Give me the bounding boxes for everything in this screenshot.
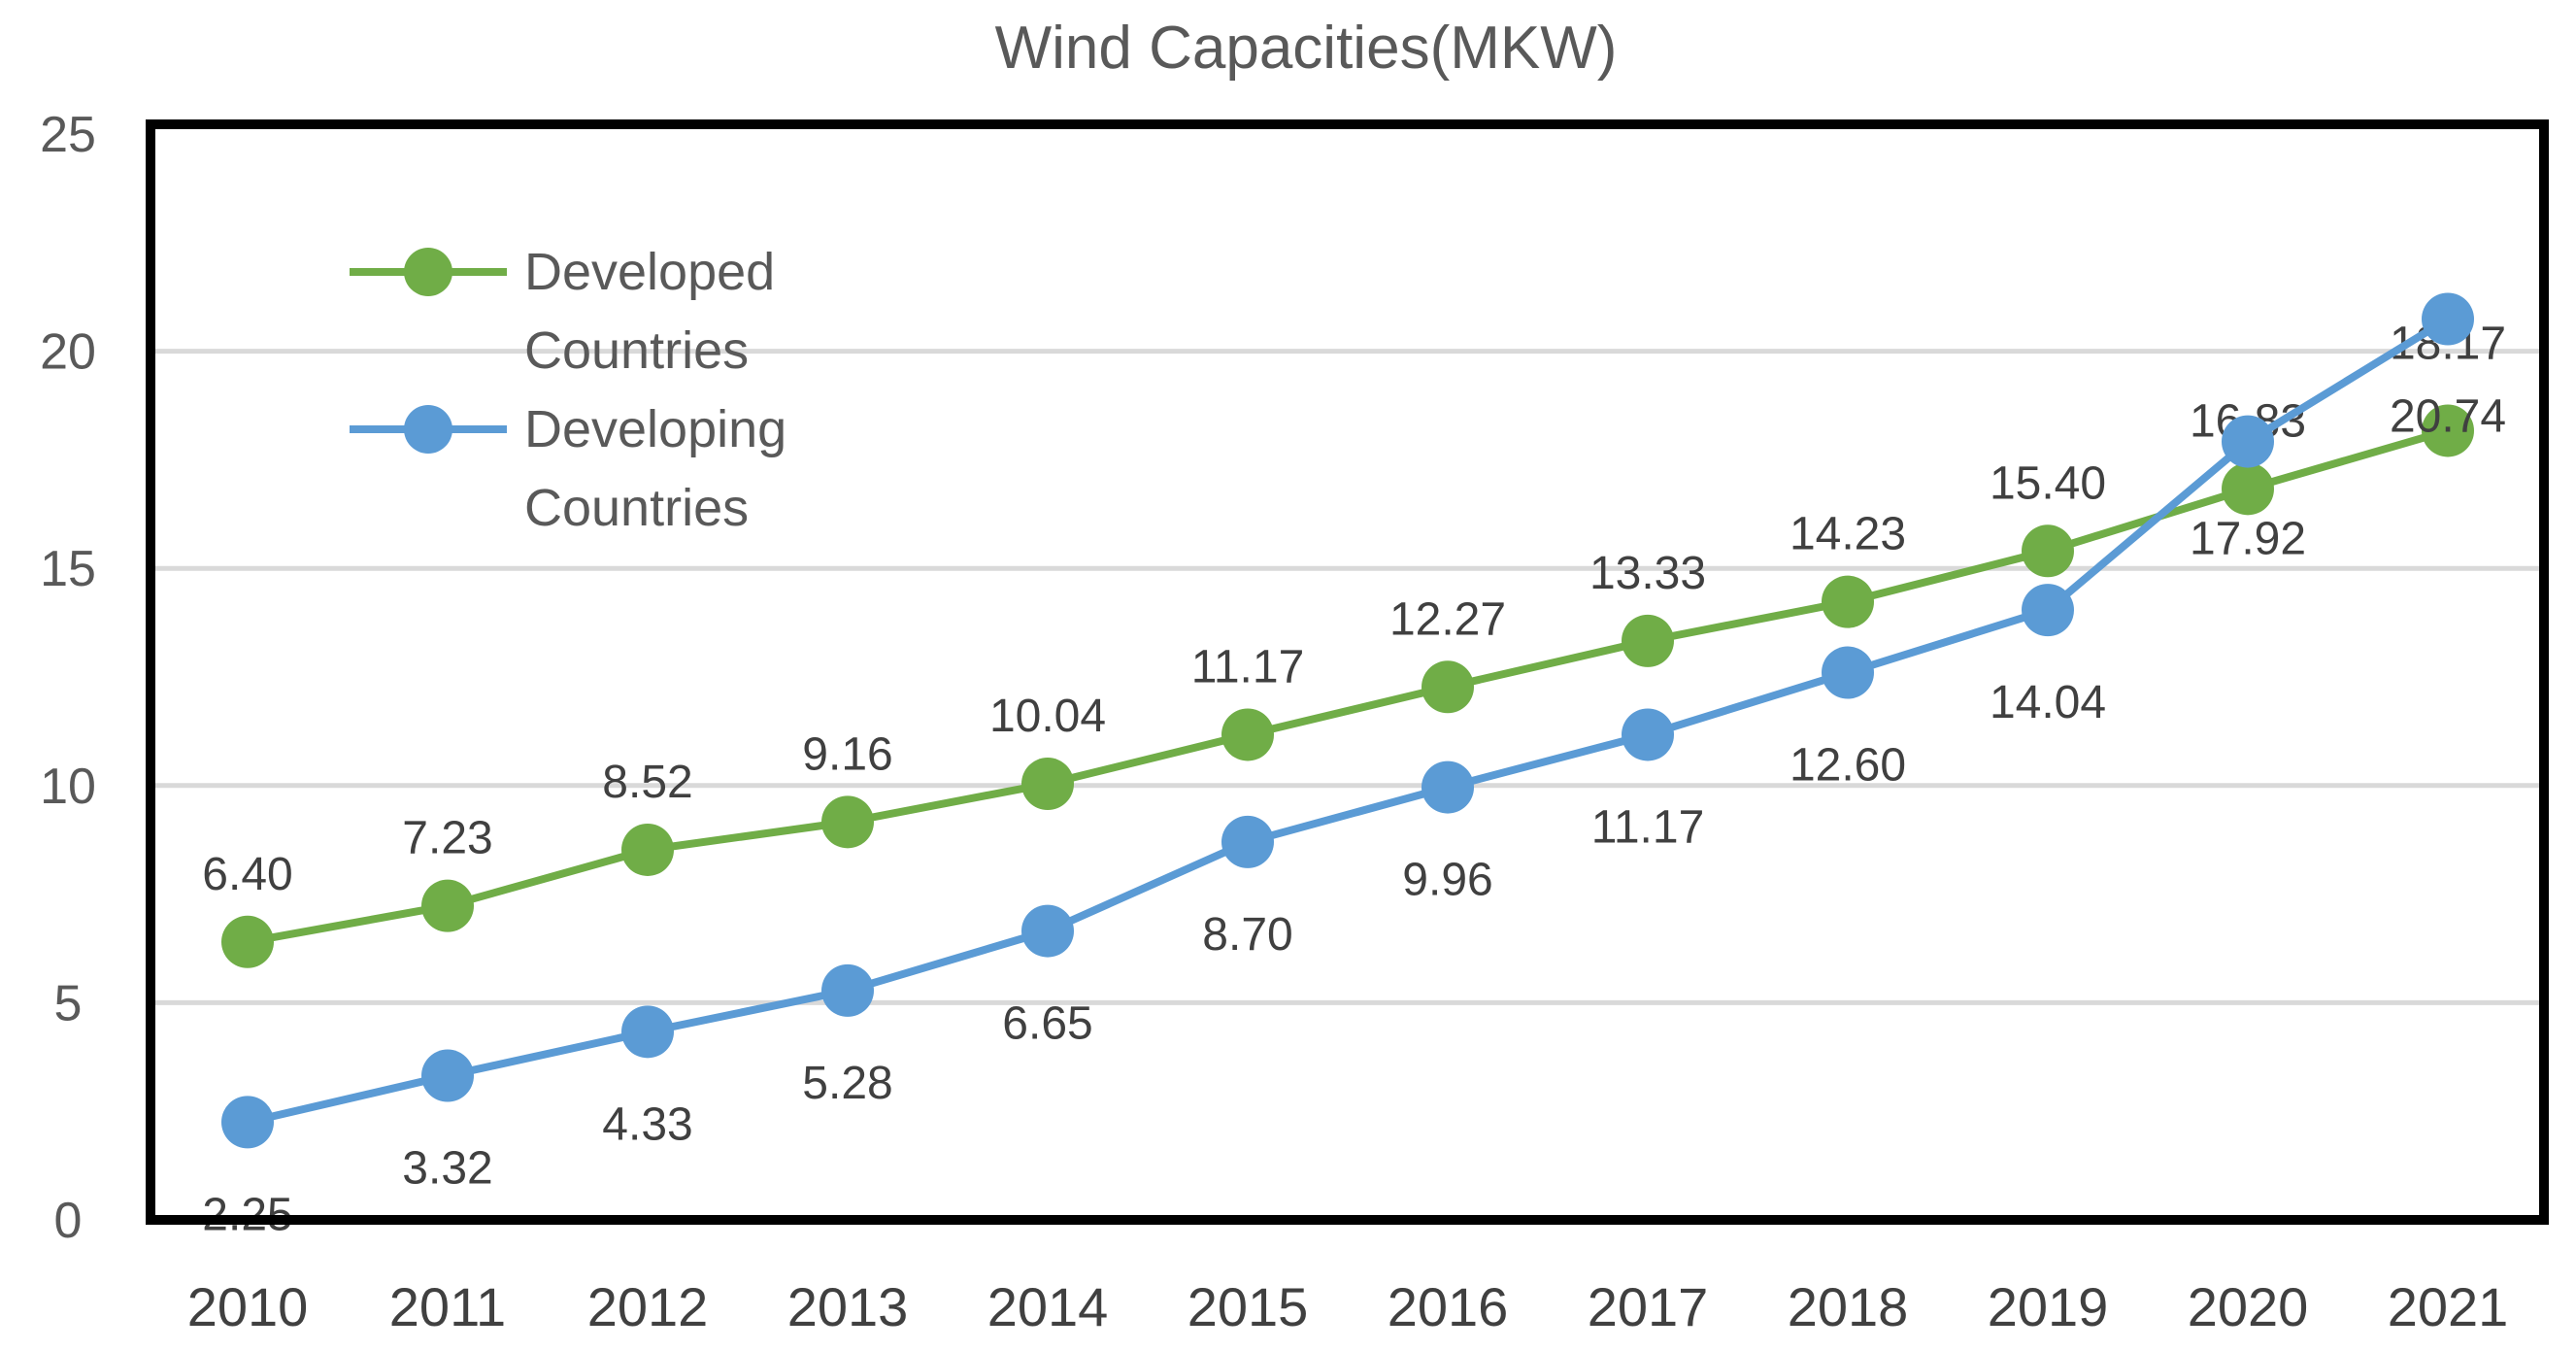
data-label: 10.04 [989,691,1106,742]
data-point [821,963,874,1017]
data-label: 2.25 [202,1189,292,1240]
x-tick-label: 2011 [389,1276,506,1337]
data-point [2022,524,2074,578]
x-axis-ticks: 2010 2011 2012 2013 2014 2015 2016 2017 2018 2019… [187,1276,2509,1337]
data-label: 11.17 [1191,641,1305,692]
legend-label: Countries [524,321,749,380]
data-point [1822,646,1874,699]
legend-item: Developed Countries [350,243,775,380]
y-axis-ticks: 0 5 10 15 20 25 [40,107,96,1249]
data-label: 15.40 [1990,457,2106,509]
data-label: 14.04 [1990,677,2106,728]
series-line [247,426,2450,946]
data-label: 6.65 [1002,998,1092,1050]
series-line [247,316,2451,1127]
data-point [2422,404,2474,457]
y-tick-label: 20 [40,324,96,381]
data-label: 4.33 [602,1098,692,1150]
y-tick-label: 25 [40,107,96,163]
data-point [1422,760,1474,814]
data-label: 14.23 [1790,509,1906,560]
data-label: 8.70 [1202,909,1292,961]
data-point [221,915,274,968]
data-point [1622,614,1674,667]
data-label: 12.27 [1389,593,1506,645]
data-point [1021,758,1074,811]
x-tick-label: 2010 [187,1276,309,1337]
data-label: 5.28 [802,1058,892,1109]
y-tick-label: 0 [54,1193,83,1249]
data-point [1422,660,1474,714]
data-point [1622,708,1674,761]
data-point [421,1049,474,1102]
x-tick-label: 2016 [1388,1276,1509,1337]
series-layer: 6.40 7.23 8.52 9.16 10.04 11.17 12.27 13.33 14.2… [202,292,2506,1240]
legend-item: Developing Countries [350,400,786,537]
data-point [2222,462,2274,516]
x-tick-label: 2019 [1988,1276,2109,1337]
y-tick-label: 5 [54,975,83,1031]
x-tick-label: 2015 [1188,1276,1309,1337]
data-point [2222,415,2274,468]
chart-title: Wind Capacities(MKW) [995,15,1618,82]
x-tick-label: 2014 [987,1276,1109,1337]
x-tick-label: 2018 [1788,1276,1909,1337]
y-tick-label: 10 [40,759,96,815]
x-tick-label: 2012 [587,1276,709,1337]
y-tick-label: 15 [40,541,96,597]
data-label: 11.17 [1591,801,1705,853]
legend-label: Countries [524,479,749,537]
gridlines [151,349,2544,1005]
data-point [2022,584,2074,637]
legend-label: Developing [524,400,786,458]
data-point [2422,292,2474,346]
legend-marker [404,405,452,454]
data-label: 7.23 [402,813,492,864]
data-point [221,1096,274,1149]
data-point [421,879,474,932]
data-point [621,823,674,876]
legend: Developed Countries Developing Countries [350,243,786,537]
data-label: 6.40 [202,849,292,900]
data-point [1021,904,1074,958]
data-point [1822,575,1874,628]
data-label: 9.16 [802,728,892,780]
legend-label: Developed [524,243,775,301]
series-developing-countries: 2.25 3.32 4.33 5.28 6.65 8.70 9.96 11.17 12.60 14… [202,292,2506,1240]
plot-area-frame [146,119,2549,1225]
series-developed-countries: 6.40 7.23 8.52 9.16 10.04 11.17 12.27 13.33 14.2… [202,318,2506,968]
data-label: 13.33 [1589,548,1706,599]
data-label: 9.96 [1402,855,1492,906]
x-tick-label: 2017 [1588,1276,1709,1337]
x-tick-label: 2021 [2388,1276,2509,1337]
data-label: 20.74 [2390,391,2506,443]
data-point [1221,708,1274,761]
data-label: 8.52 [602,757,692,808]
data-point [1221,815,1274,868]
data-label: 17.92 [2190,514,2306,565]
x-tick-label: 2013 [787,1276,909,1337]
data-label: 3.32 [402,1143,492,1195]
x-tick-label: 2020 [2188,1276,2309,1337]
data-point [821,795,874,849]
data-point [621,1005,674,1059]
legend-marker [404,248,452,296]
data-label: 12.60 [1790,740,1906,792]
